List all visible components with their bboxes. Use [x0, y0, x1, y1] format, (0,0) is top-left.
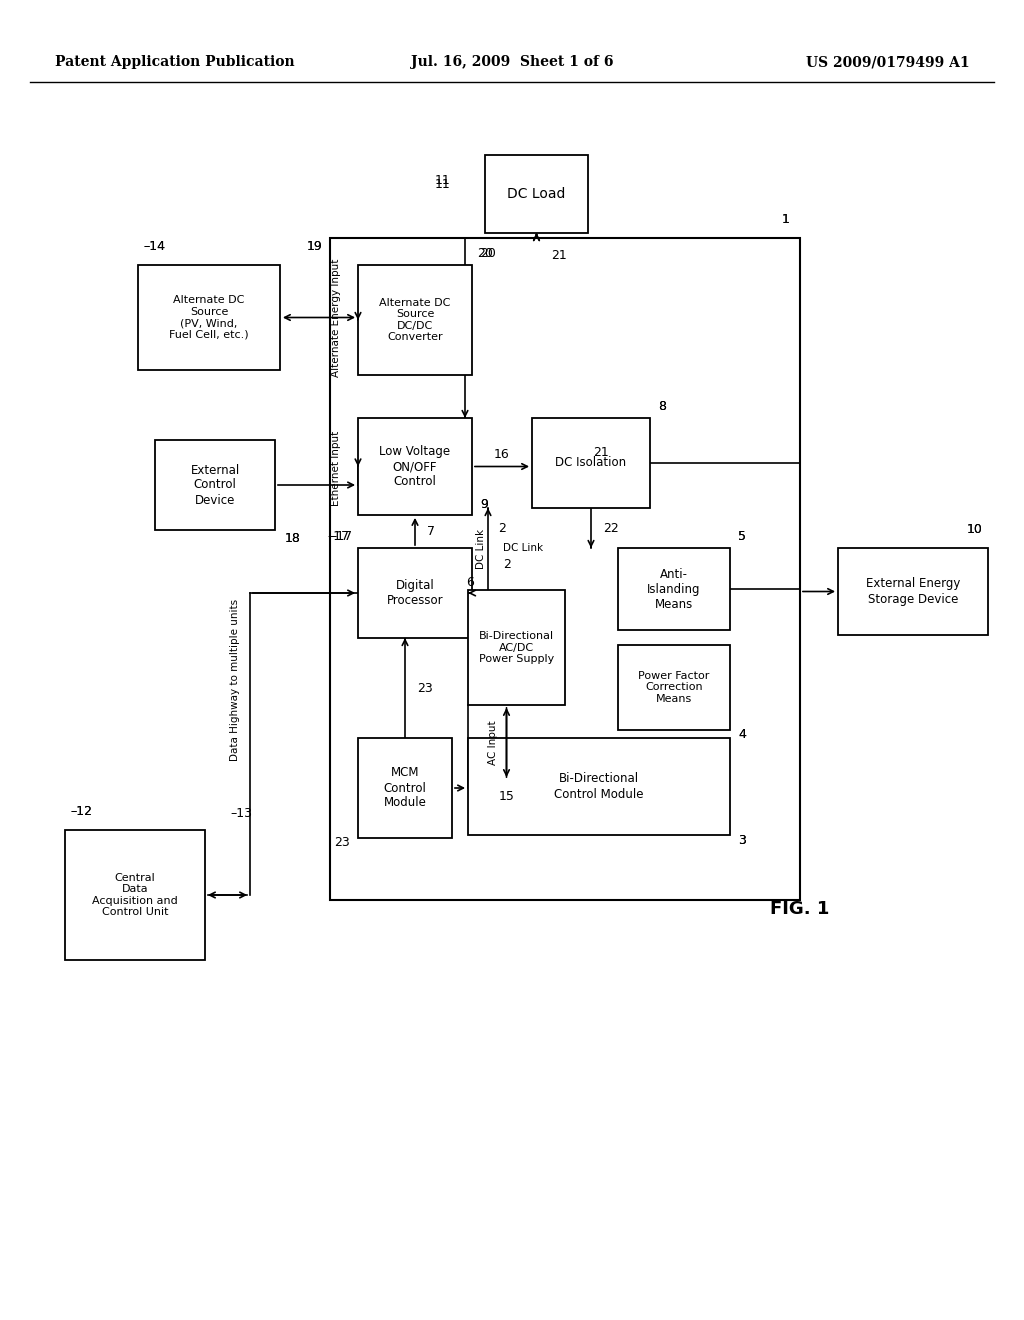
Text: DC Load: DC Load	[507, 187, 565, 201]
Text: Anti-
Islanding
Means: Anti- Islanding Means	[647, 568, 700, 610]
Text: 11: 11	[434, 173, 450, 186]
Bar	[838, 548, 988, 635]
Text: 16: 16	[495, 447, 510, 461]
Bar	[358, 738, 452, 838]
Text: 3: 3	[738, 833, 745, 846]
Text: 1: 1	[782, 213, 790, 226]
Text: US 2009/0179499 A1: US 2009/0179499 A1	[806, 55, 970, 69]
Text: 9: 9	[480, 499, 487, 511]
Text: 21: 21	[552, 249, 567, 261]
Text: Jul. 16, 2009  Sheet 1 of 6: Jul. 16, 2009 Sheet 1 of 6	[411, 55, 613, 69]
Text: 22: 22	[603, 521, 618, 535]
Text: Alternate Energy Input: Alternate Energy Input	[331, 259, 341, 378]
Text: 7: 7	[427, 525, 435, 539]
Text: Central
Data
Acquisition and
Control Unit: Central Data Acquisition and Control Uni…	[92, 873, 178, 917]
Text: Bi-Directional
Control Module: Bi-Directional Control Module	[554, 772, 644, 800]
Text: DC Isolation: DC Isolation	[555, 457, 627, 470]
Text: –17: –17	[328, 531, 350, 543]
Text: 23: 23	[417, 681, 433, 694]
Bar	[485, 154, 588, 234]
Text: 3: 3	[738, 833, 745, 846]
Text: 19: 19	[307, 240, 323, 253]
Text: Digital
Processor: Digital Processor	[387, 579, 443, 607]
Text: 23: 23	[334, 837, 350, 850]
Bar	[532, 418, 650, 508]
Text: 15: 15	[499, 789, 514, 803]
Bar	[468, 590, 565, 705]
Text: 2: 2	[498, 523, 506, 536]
Text: 18: 18	[285, 532, 301, 544]
Bar	[358, 418, 472, 515]
Text: Data Highway to multiple units: Data Highway to multiple units	[230, 599, 240, 762]
Text: 4: 4	[738, 729, 745, 742]
Text: 20: 20	[477, 247, 493, 260]
Text: 20: 20	[480, 247, 496, 260]
Text: Alternate DC
Source
DC/DC
Converter: Alternate DC Source DC/DC Converter	[379, 297, 451, 342]
Text: Low Voltage
ON/OFF
Control: Low Voltage ON/OFF Control	[380, 445, 451, 488]
Bar	[155, 440, 275, 531]
Text: 5: 5	[738, 531, 746, 543]
Text: 11: 11	[434, 178, 450, 191]
Bar	[358, 548, 472, 638]
Text: DC Link: DC Link	[503, 543, 543, 553]
Bar	[330, 238, 800, 900]
Text: –14: –14	[143, 240, 165, 253]
Text: 10: 10	[967, 523, 983, 536]
Text: External
Control
Device: External Control Device	[190, 463, 240, 507]
Text: Patent Application Publication: Patent Application Publication	[55, 55, 295, 69]
Text: 18: 18	[285, 532, 301, 544]
Text: MCM
Control
Module: MCM Control Module	[384, 767, 426, 809]
Text: 10: 10	[967, 523, 983, 536]
Text: 19: 19	[307, 240, 323, 253]
Text: 8: 8	[658, 400, 666, 413]
Bar	[618, 645, 730, 730]
Text: 9: 9	[480, 499, 487, 511]
Text: –13: –13	[230, 807, 252, 820]
Text: Bi-Directional
AC/DC
Power Supply: Bi-Directional AC/DC Power Supply	[479, 631, 554, 664]
Text: –17: –17	[331, 531, 353, 543]
Text: –12: –12	[70, 805, 92, 818]
Bar	[65, 830, 205, 960]
Text: 2: 2	[503, 558, 511, 572]
Text: –14: –14	[143, 240, 165, 253]
Text: Ethernet Input: Ethernet Input	[331, 430, 341, 506]
Bar	[358, 265, 472, 375]
Text: Alternate DC
Source
(PV, Wind,
Fuel Cell, etc.): Alternate DC Source (PV, Wind, Fuel Cell…	[169, 296, 249, 339]
Text: 4: 4	[738, 729, 745, 742]
Text: Power Factor
Correction
Means: Power Factor Correction Means	[638, 671, 710, 704]
Text: AC Input: AC Input	[488, 721, 499, 766]
Bar	[468, 738, 730, 836]
Text: 1: 1	[782, 213, 790, 226]
Text: FIG. 1: FIG. 1	[770, 900, 829, 917]
Text: DC Link: DC Link	[476, 529, 486, 569]
Text: 8: 8	[658, 400, 666, 413]
Text: –12: –12	[70, 805, 92, 818]
Text: 5: 5	[738, 531, 746, 543]
Text: 6: 6	[466, 577, 474, 590]
Text: External Energy
Storage Device: External Energy Storage Device	[866, 578, 961, 606]
Bar	[138, 265, 280, 370]
Bar	[618, 548, 730, 630]
Text: 21: 21	[593, 446, 608, 459]
